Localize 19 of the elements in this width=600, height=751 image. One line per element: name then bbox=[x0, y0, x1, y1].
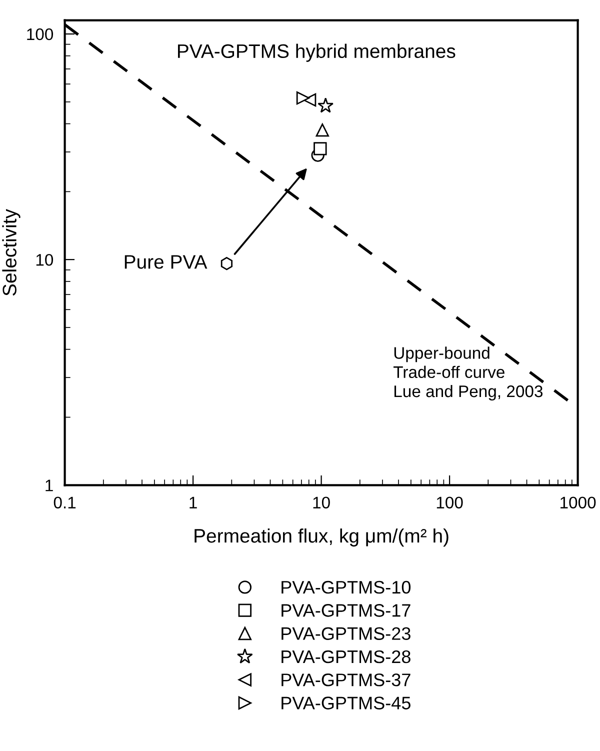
legend-label: PVA-GPTMS-17 bbox=[282, 604, 410, 617]
x-axis-title: Permeation flux, kg μm/(m² h) bbox=[194, 528, 448, 547]
annotation: Upper-bound Trade-off curve Lue and Peng, 2003 bbox=[393, 346, 543, 401]
y-tick-label: 1 bbox=[46, 480, 53, 492]
legend-label: PVA-GPTMS-10 bbox=[282, 580, 411, 594]
x-tick-label: 10 bbox=[313, 496, 330, 508]
legend-label: PVA-GPTMS-28 bbox=[282, 650, 410, 664]
annotation: Pure PVA bbox=[124, 255, 208, 269]
y-tick-label: 10 bbox=[36, 254, 54, 266]
x-tick-label: 0.1 bbox=[54, 496, 76, 508]
x-tick-label: 1 bbox=[190, 496, 197, 508]
x-tick-label: 1000 bbox=[560, 496, 596, 508]
y-axis-title: Selectivity bbox=[2, 208, 20, 296]
legend-label: PVA-GPTMS-23 bbox=[282, 627, 410, 640]
legend-label: PVA-GPTMS-37 bbox=[282, 674, 410, 686]
y-tick-label: 100 bbox=[27, 28, 54, 40]
legend-label: PVA-GPTMS-45 bbox=[282, 696, 410, 710]
x-tick-label: 100 bbox=[436, 496, 463, 508]
annotation: PVA-GPTMS hybrid membranes bbox=[178, 44, 456, 62]
